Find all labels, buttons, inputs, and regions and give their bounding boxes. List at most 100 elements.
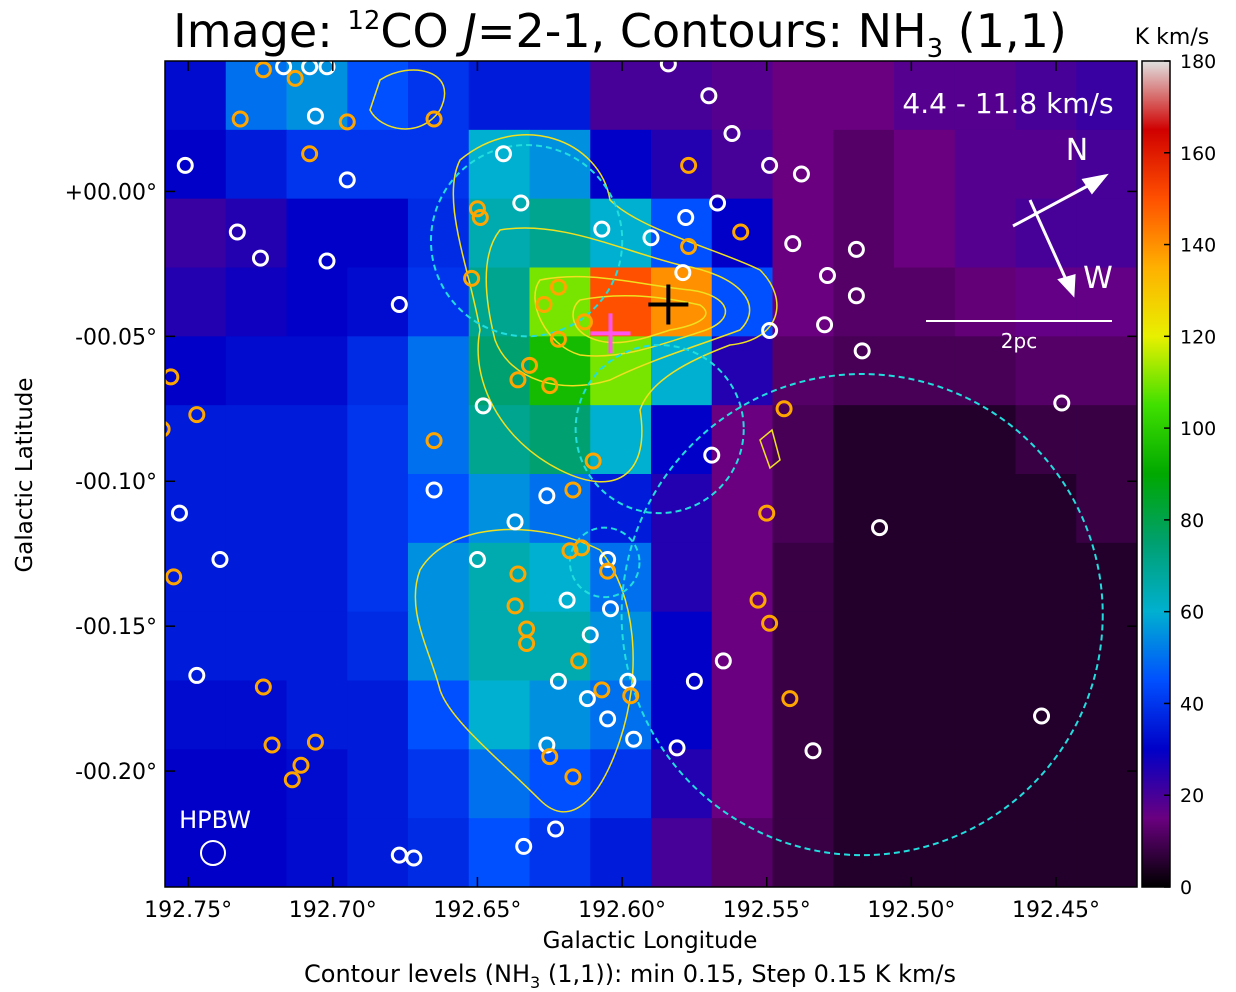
pixel xyxy=(287,130,348,199)
scale-label: 2pc xyxy=(1001,329,1037,353)
pixel xyxy=(226,612,287,681)
pixel xyxy=(894,268,955,337)
colorbar-tick-label: 140 xyxy=(1180,235,1216,257)
pixel xyxy=(1076,681,1137,750)
pixel xyxy=(165,681,226,750)
title-part: (1,1) xyxy=(943,4,1067,58)
pixel xyxy=(1076,612,1137,681)
pixel xyxy=(894,405,955,474)
pixel xyxy=(1016,405,1077,474)
pixel xyxy=(408,749,469,818)
pixel xyxy=(833,61,894,130)
pixel xyxy=(347,130,408,199)
title-superscript: 12 xyxy=(347,6,380,36)
pixel xyxy=(226,268,287,337)
pixel xyxy=(651,612,712,681)
pixel xyxy=(1076,818,1137,887)
pixel xyxy=(590,61,651,130)
pixel xyxy=(1076,336,1137,405)
north-label: N xyxy=(1066,133,1088,168)
pixel xyxy=(651,336,712,405)
pixel xyxy=(833,336,894,405)
chart-title: Image: 12CO J=2-1, Contours: NH3 (1,1) xyxy=(173,4,1067,64)
colorbar-tick-label: 0 xyxy=(1180,877,1192,899)
pixel xyxy=(833,749,894,818)
pixel xyxy=(590,612,651,681)
pixel xyxy=(1016,474,1077,543)
x-tick-label: 192.60° xyxy=(578,898,666,923)
x-tick-label: 192.75° xyxy=(144,898,232,923)
x-axis-label: Galactic Longitude xyxy=(543,928,758,954)
pixel xyxy=(773,612,834,681)
pixel xyxy=(712,681,773,750)
pixel xyxy=(226,336,287,405)
image-layer xyxy=(165,61,1138,888)
pixel xyxy=(530,405,591,474)
pixel xyxy=(347,818,408,887)
pixel xyxy=(894,336,955,405)
pixel xyxy=(1076,749,1137,818)
x-tick-label: 192.50° xyxy=(867,898,955,923)
pixel xyxy=(955,818,1016,887)
pixel xyxy=(651,749,712,818)
pixel xyxy=(894,130,955,199)
pixel xyxy=(530,749,591,818)
y-tick-label: -00.15° xyxy=(75,615,157,640)
pixel xyxy=(651,268,712,337)
pixel xyxy=(165,61,226,130)
pixel xyxy=(651,199,712,268)
pixel xyxy=(833,818,894,887)
pixel xyxy=(773,61,834,130)
pixel xyxy=(833,268,894,337)
beam-label: HPBW xyxy=(179,806,251,834)
colorbar xyxy=(1142,61,1170,887)
pixel xyxy=(894,474,955,543)
pixel xyxy=(287,543,348,612)
pixel xyxy=(1016,612,1077,681)
pixel xyxy=(165,405,226,474)
pixel xyxy=(469,130,530,199)
pixel xyxy=(833,681,894,750)
pixel xyxy=(894,749,955,818)
footer-subscript: 3 xyxy=(530,973,540,992)
colorbar-tick-label: 120 xyxy=(1180,326,1216,348)
pixel xyxy=(165,199,226,268)
pixel xyxy=(530,612,591,681)
x-tick-label: 192.70° xyxy=(289,898,377,923)
pixel xyxy=(651,818,712,887)
pixel xyxy=(773,749,834,818)
pixel xyxy=(530,61,591,130)
pixel xyxy=(773,199,834,268)
y-tick-label: -00.10° xyxy=(75,470,157,495)
colorbar-tick-label: 20 xyxy=(1180,785,1204,807)
pixel xyxy=(408,336,469,405)
pixel xyxy=(408,612,469,681)
pixel xyxy=(1016,818,1077,887)
title-part: CO xyxy=(380,4,463,58)
pixel xyxy=(894,818,955,887)
pixel xyxy=(530,199,591,268)
pixel xyxy=(590,749,651,818)
footer-part: (1,1)): min 0.15, Step 0.15 K km/s xyxy=(540,960,956,988)
pixel xyxy=(894,543,955,612)
pixel xyxy=(530,681,591,750)
pixel xyxy=(833,405,894,474)
pixel xyxy=(347,199,408,268)
y-tick-label: -00.20° xyxy=(75,760,157,785)
pixel xyxy=(773,336,834,405)
pixel xyxy=(1076,474,1137,543)
pixel xyxy=(590,818,651,887)
pixel xyxy=(651,543,712,612)
pixel xyxy=(955,681,1016,750)
pixel xyxy=(226,130,287,199)
colorbar-tick-label: 100 xyxy=(1180,418,1216,440)
west-label: W xyxy=(1083,261,1113,296)
pixel xyxy=(712,818,773,887)
pixel xyxy=(347,681,408,750)
pixel xyxy=(469,749,530,818)
y-tick-label: +00.00° xyxy=(65,180,157,205)
pixel xyxy=(590,474,651,543)
pixel xyxy=(712,474,773,543)
pixel xyxy=(955,130,1016,199)
pixel xyxy=(590,543,651,612)
